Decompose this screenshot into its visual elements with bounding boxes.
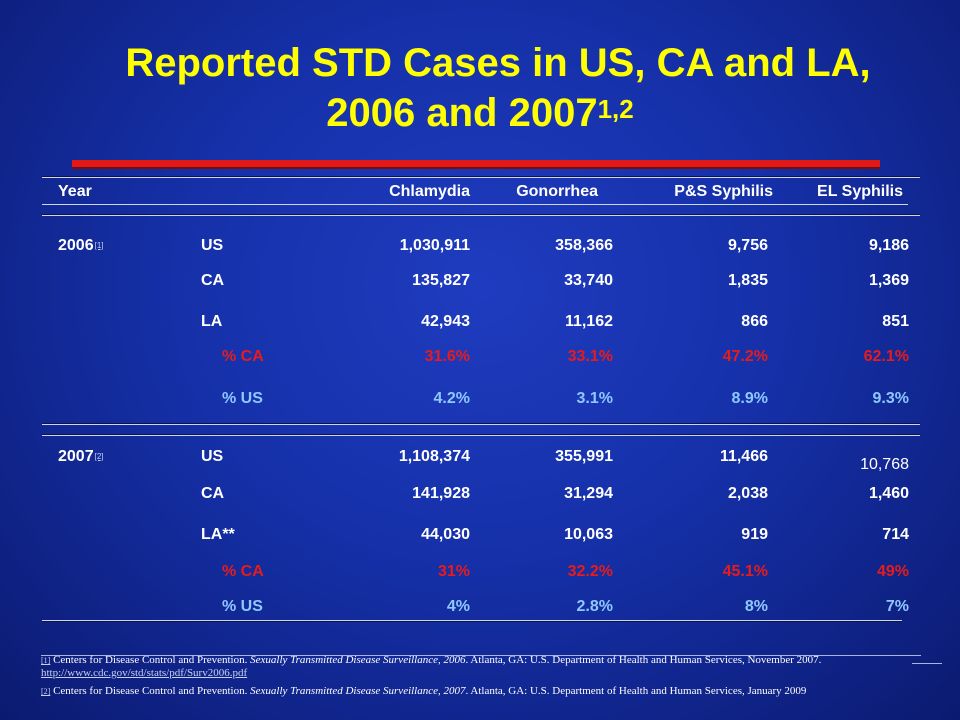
- footnote-2: [2] Centers for Disease Control and Prev…: [41, 685, 941, 698]
- table-cell: 31,294: [564, 485, 613, 502]
- column-header-gonorrhea: Gonorrhea: [516, 183, 598, 200]
- footnote-divider: [41, 655, 921, 656]
- year-label: 2006[1]: [58, 236, 104, 256]
- table-cell: 9,186: [868, 237, 909, 254]
- table-cell: 1,835: [727, 272, 768, 289]
- table-cell: 9.3%: [872, 390, 909, 407]
- table-rule: [42, 423, 920, 424]
- title-years: 2006 and 2007: [326, 91, 598, 135]
- column-header-ps-syphilis: P&S Syphilis: [674, 183, 773, 200]
- table-rule: [42, 215, 920, 216]
- title-line-2: 2006 and 20071,2: [0, 88, 960, 138]
- table-cell: 135,827: [412, 272, 470, 289]
- year-text: 2006: [58, 237, 94, 254]
- table-rule: [42, 621, 902, 622]
- table-cell: 44,030: [421, 526, 470, 543]
- footnote-2-ref[interactable]: [2]: [41, 687, 51, 696]
- table-rule: [42, 620, 902, 621]
- table-cell: 62.1%: [863, 348, 909, 365]
- table-cell: 32.2%: [567, 563, 613, 580]
- title-superscript: 1,2: [597, 94, 634, 124]
- footnote-2-title: Sexually Transmitted Disease Surveillanc…: [250, 685, 466, 697]
- table-cell: 714: [882, 526, 909, 543]
- table-rule: [42, 435, 920, 436]
- column-header-el-syphilis: EL Syphilis: [817, 183, 903, 200]
- row-label: % CA: [222, 348, 264, 365]
- table-rule: [42, 177, 920, 178]
- table-cell: 141,928: [412, 485, 470, 502]
- footnote-1: [1] Centers for Disease Control and Prev…: [41, 654, 941, 680]
- slide-title: Reported STD Cases in US, CA and LA, 200…: [0, 38, 960, 138]
- table-cell: 42,943: [421, 313, 470, 330]
- table-rule: [42, 204, 908, 205]
- table-cell: 919: [741, 526, 768, 543]
- footnote-divider-tail: [912, 663, 942, 664]
- table-cell: 10,768: [860, 456, 909, 473]
- row-label: CA: [201, 485, 225, 502]
- table-cell: 45.1%: [722, 563, 768, 580]
- table-rule: [42, 214, 920, 215]
- table-cell: 11,162: [564, 313, 613, 330]
- year-text: 2007: [58, 448, 94, 465]
- table-cell: 1,030,911: [399, 237, 470, 254]
- table-cell: 851: [882, 313, 909, 330]
- table-cell: 8.9%: [731, 390, 768, 407]
- table-cell: 3.1%: [576, 390, 613, 407]
- row-label: % CA: [222, 563, 264, 580]
- table-cell: 2,038: [727, 485, 768, 502]
- footnote-1-link[interactable]: http://www.cdc.gov/std/stats/pdf/Surv200…: [41, 667, 248, 679]
- table-cell: 9,756: [727, 237, 768, 254]
- footnote-1-title: Sexually Transmitted Disease Surveillanc…: [250, 654, 466, 666]
- year-label: 2007[2]: [58, 447, 104, 467]
- row-label: LA: [201, 313, 223, 330]
- table-cell: 8%: [744, 598, 768, 615]
- footnote-1-ref[interactable]: [1]: [41, 656, 51, 665]
- footnote-2-pre: Centers for Disease Control and Preventi…: [50, 685, 251, 697]
- year-footnote-ref[interactable]: [2]: [94, 452, 104, 461]
- table-cell: 47.2%: [722, 348, 768, 365]
- table-rule: [42, 424, 920, 425]
- column-header-year: Year: [58, 183, 92, 200]
- table-cell: 7%: [885, 598, 909, 615]
- table-cell: 4%: [446, 598, 470, 615]
- row-label: LA**: [201, 526, 235, 543]
- table-cell: 33.1%: [567, 348, 613, 365]
- footnote-1-post: . Atlanta, GA: U.S. Department of Health…: [465, 654, 822, 666]
- table-cell: 10,063: [564, 526, 613, 543]
- footnote-1-pre: Centers for Disease Control and Preventi…: [50, 654, 251, 666]
- table-cell: 866: [741, 313, 768, 330]
- row-label: US: [201, 237, 224, 254]
- title-line-1: Reported STD Cases in US, CA and LA,: [125, 41, 871, 85]
- footnote-2-post: . Atlanta, GA: U.S. Department of Health…: [465, 685, 807, 697]
- table-cell: 31.6%: [424, 348, 470, 365]
- row-label: % US: [222, 390, 263, 407]
- table-cell: 1,460: [868, 485, 909, 502]
- row-label: CA: [201, 272, 225, 289]
- row-label: % US: [222, 598, 263, 615]
- table-cell: 4.2%: [433, 390, 470, 407]
- table-rule: [42, 176, 920, 177]
- table-cell: 11,466: [719, 448, 768, 465]
- year-footnote-ref[interactable]: [1]: [94, 241, 104, 250]
- column-header-chlamydia: Chlamydia: [389, 183, 470, 200]
- table-cell: 1,369: [868, 272, 909, 289]
- table-cell: 49%: [876, 563, 909, 580]
- title-underline-bar: [72, 160, 880, 169]
- table-cell: 355,991: [555, 448, 613, 465]
- table-cell: 1,108,374: [398, 448, 470, 465]
- table-cell: 31%: [437, 563, 470, 580]
- table-cell: 2.8%: [576, 598, 613, 615]
- row-label: US: [201, 448, 224, 465]
- table-cell: 358,366: [555, 237, 613, 254]
- table-cell: 33,740: [564, 272, 613, 289]
- table-rule: [42, 434, 920, 435]
